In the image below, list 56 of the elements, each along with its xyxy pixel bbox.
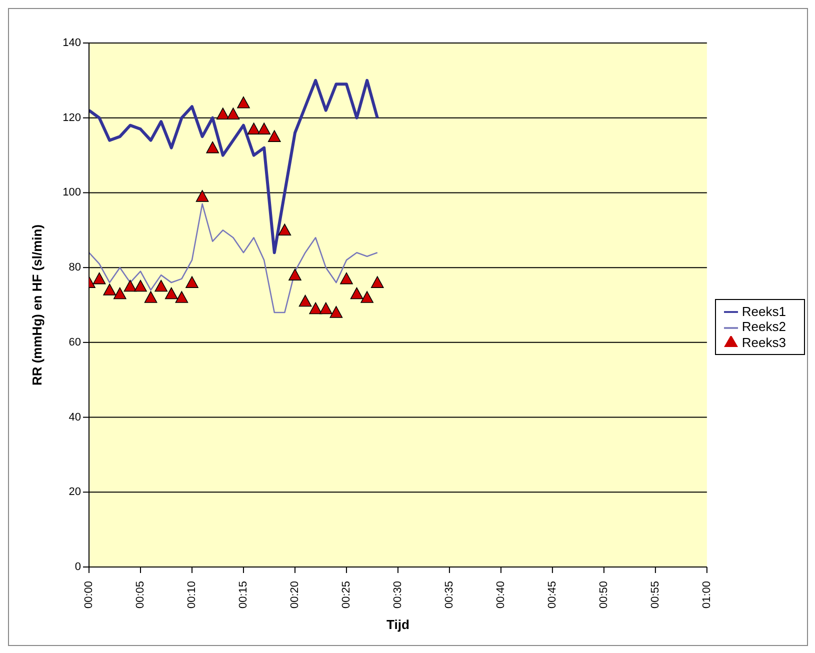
- x-axis-title: Tijd: [386, 617, 410, 632]
- point: [92, 272, 106, 284]
- point: [268, 130, 281, 142]
- line-series: [89, 203, 378, 314]
- point: [350, 287, 364, 300]
- x-tick-label: 00:35: [443, 581, 456, 609]
- x-tick-label: 01:00: [700, 581, 713, 609]
- y-tick-label: 40: [68, 411, 81, 424]
- y-tick-label: 0: [74, 561, 81, 573]
- x-tick-label: 00:40: [494, 581, 507, 609]
- x-tick-label: 00:25: [340, 581, 352, 609]
- y-tick-label: 20: [68, 486, 81, 498]
- point: [216, 108, 230, 120]
- point: [124, 280, 137, 292]
- point: [226, 108, 240, 120]
- x-tick-label: 00:55: [649, 581, 662, 609]
- point: [206, 141, 219, 154]
- point: [309, 302, 322, 314]
- point: [370, 276, 384, 288]
- line-series: [89, 78, 379, 254]
- y-tick-label: 80: [68, 262, 81, 274]
- point: [164, 287, 178, 300]
- x-tick-label: 00:30: [392, 581, 404, 609]
- point: [278, 224, 292, 236]
- y-tick-label: 60: [68, 336, 81, 348]
- point: [144, 291, 158, 303]
- y-tick-label: 100: [62, 186, 81, 199]
- x-tick-label: 00:15: [237, 581, 250, 609]
- point: [196, 190, 209, 202]
- x-tick-label: 00:50: [598, 581, 610, 609]
- x-tick-label: 00:00: [83, 581, 95, 609]
- x-tick-label: 00:20: [288, 581, 301, 609]
- point: [298, 294, 312, 307]
- point: [175, 291, 188, 303]
- legend-label: Reeks3: [742, 334, 786, 350]
- point: [186, 276, 198, 288]
- point: [134, 280, 147, 292]
- y-tick-label: 120: [62, 112, 81, 124]
- y-tick-label: 140: [62, 37, 81, 49]
- legend-label: Reeks1: [742, 304, 786, 319]
- point: [330, 306, 343, 318]
- legend-label: Reeks2: [742, 319, 786, 334]
- point: [319, 302, 332, 314]
- point: [237, 96, 250, 108]
- point: [103, 284, 116, 296]
- point: [360, 291, 374, 303]
- x-tick-label: 00:10: [186, 581, 198, 609]
- point: [154, 280, 168, 292]
- point: [113, 287, 126, 300]
- point: [247, 122, 260, 134]
- x-tick-label: 00:05: [134, 581, 146, 609]
- point: [340, 272, 353, 284]
- x-tick-label: 00:45: [546, 581, 558, 609]
- y-axis-title: RR (mmHg) en HF (sl/min): [30, 224, 45, 386]
- point: [288, 268, 302, 280]
- point: [258, 122, 270, 134]
